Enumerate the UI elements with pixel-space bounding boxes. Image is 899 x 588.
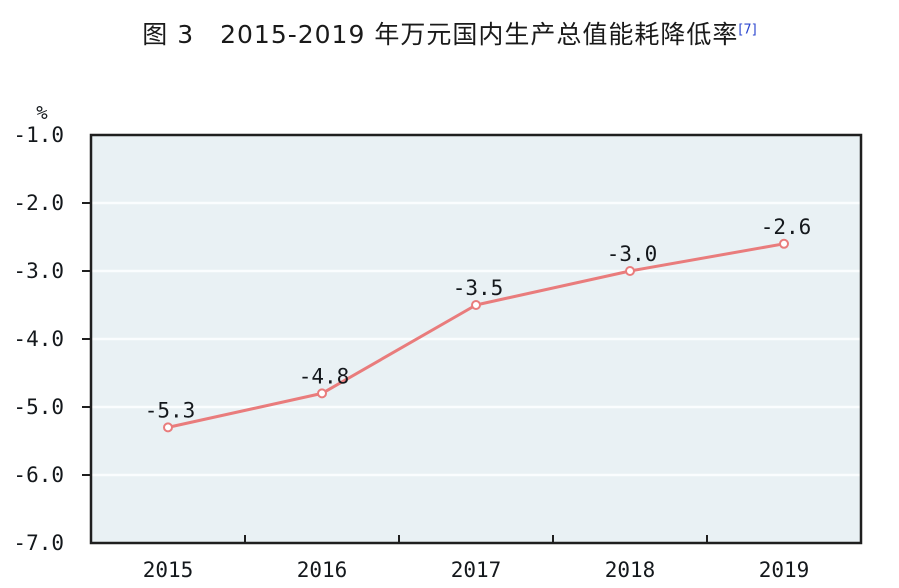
data-point-marker-2017 [471, 300, 481, 310]
y-axis-tick-label: -4.0 [13, 327, 64, 351]
y-axis-tick-label: -7.0 [13, 531, 64, 555]
y-axis-tick-label: -3.0 [13, 259, 64, 283]
y-axis-tick-label: -2.0 [13, 191, 64, 215]
chart-title-text: 图 3 2015-2019 年万元国内生产总值能耗降低率 [142, 20, 739, 49]
x-axis-tick-label: 2016 [297, 558, 348, 582]
x-axis-tick-label: 2015 [143, 558, 194, 582]
data-point-label-2018: -3.0 [607, 242, 658, 266]
y-axis-unit-label: % [36, 102, 48, 124]
data-point-label-2016: -4.8 [299, 364, 350, 388]
data-point-marker-2018 [625, 266, 635, 276]
x-axis-tick-label: 2018 [605, 558, 656, 582]
y-axis-tick-label: -6.0 [13, 463, 64, 487]
chart-title-footnote-marker: [7] [738, 22, 757, 38]
y-axis-tick-label: -5.0 [13, 395, 64, 419]
data-point-label-2019: -2.6 [761, 215, 812, 239]
chart-title: 图 3 2015-2019 年万元国内生产总值能耗降低率[7] [0, 15, 899, 51]
x-axis-tick-label: 2017 [451, 558, 502, 582]
x-axis-tick-label: 2019 [759, 558, 810, 582]
data-point-label-2015: -5.3 [145, 398, 196, 422]
y-axis-tick-label: -1.0 [13, 123, 64, 147]
data-point-label-2017: -3.5 [453, 276, 504, 300]
data-point-marker-2016 [317, 388, 327, 399]
data-point-marker-2019 [779, 238, 789, 249]
data-point-marker-2015 [163, 422, 173, 433]
